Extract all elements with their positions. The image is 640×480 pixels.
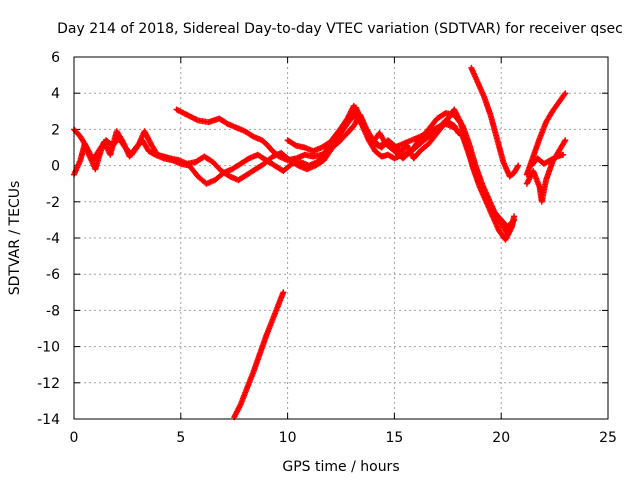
y-tick-label: 6	[51, 50, 60, 66]
data-points	[71, 64, 569, 421]
y-tick-label: -12	[37, 376, 60, 392]
y-tick-label: -2	[46, 195, 60, 211]
data-point	[280, 289, 287, 296]
data-point	[560, 151, 567, 158]
x-tick-label: 20	[492, 430, 510, 446]
y-tick-label: -14	[37, 412, 60, 428]
data-point	[454, 128, 461, 135]
plot-frame	[73, 56, 609, 420]
y-tick-label: -8	[46, 303, 60, 319]
y-tick-label: 2	[51, 122, 60, 138]
x-tick-label: 10	[279, 430, 297, 446]
data-point	[561, 91, 568, 98]
data-point	[562, 137, 569, 144]
y-axis-ticks: -14 -12 -10 -8 -6 -4 -2 0 2 4 6	[37, 50, 608, 428]
data-point	[511, 216, 518, 223]
chart-title: Day 214 of 2018, Sidereal Day-to-day VTE…	[57, 21, 623, 37]
x-axis-title: GPS time / hours	[282, 459, 399, 475]
y-axis-title: SDTVAR / TECUs	[7, 181, 23, 296]
y-tick-label: 4	[51, 86, 60, 102]
data-point	[510, 217, 517, 224]
x-tick-label: 25	[599, 430, 617, 446]
y-tick-label: -4	[46, 231, 60, 247]
data-point	[455, 130, 462, 137]
x-tick-label: 0	[70, 430, 79, 446]
x-axis-ticks: 0 5 10 15 20 25	[70, 57, 617, 446]
x-tick-label: 15	[385, 430, 403, 446]
data-point	[514, 163, 521, 170]
grid	[74, 57, 608, 419]
y-tick-label: -6	[46, 267, 60, 283]
y-tick-label: 0	[51, 159, 60, 175]
y-tick-label: -10	[37, 340, 60, 356]
data-point	[515, 162, 522, 169]
x-tick-label: 5	[176, 430, 185, 446]
data-point	[562, 90, 569, 97]
